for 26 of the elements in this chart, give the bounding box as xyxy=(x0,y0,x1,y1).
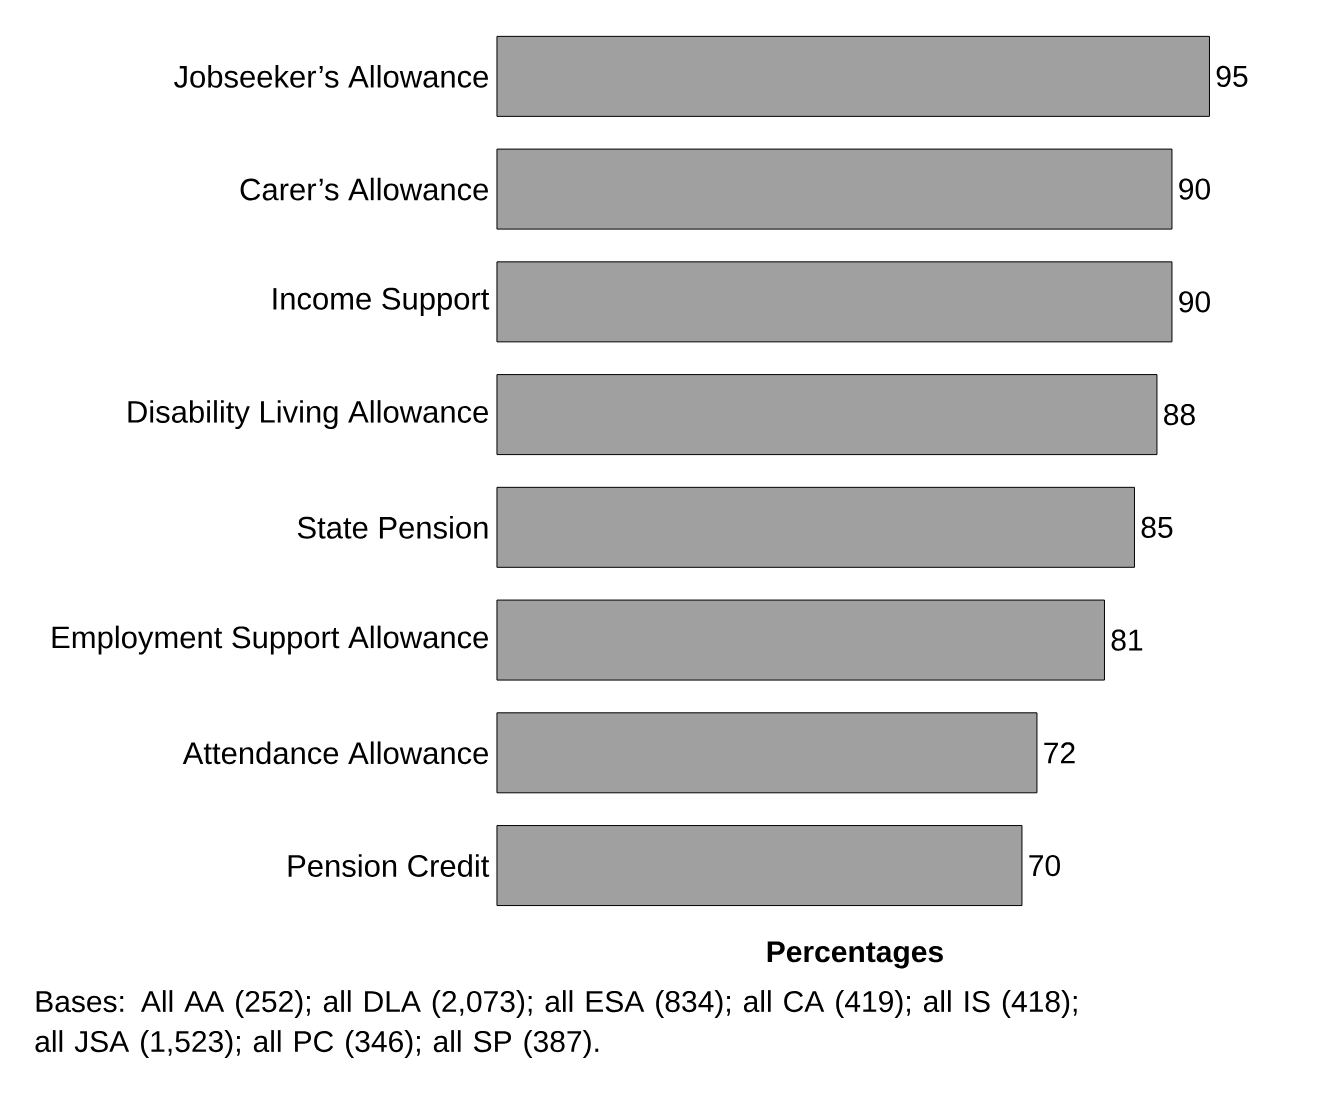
bar xyxy=(496,599,1105,681)
y-tick-label: Disability Living Allowance xyxy=(128,400,488,430)
bar xyxy=(496,374,1158,456)
bar xyxy=(496,825,1023,907)
y-tick-label: Attendance Allowance xyxy=(182,741,488,765)
data-label: 95 xyxy=(1216,65,1248,88)
x-axis-title: Percentages xyxy=(767,941,943,969)
data-label: 90 xyxy=(1179,291,1210,313)
y-tick-label: Income Support xyxy=(273,287,490,316)
text: Bases: All AA (252); all DLA (2,073); all ESA (834); all CA (419); all IS (418); all JSA (1,523); all PC (346); all SP (387). xyxy=(35,990,1077,1059)
y-tick-label: Carer’s Allowance xyxy=(240,177,488,201)
y-tick-label: Jobseeker’s Allowance xyxy=(174,65,488,88)
bar xyxy=(496,712,1038,794)
data-label: 85 xyxy=(1141,516,1173,538)
data-label: 72 xyxy=(1044,742,1075,764)
y-tick-label: Employment Support Allowance xyxy=(52,625,488,655)
y-tick-label: Pension Credit xyxy=(288,854,490,877)
data-label: 70 xyxy=(1029,854,1060,877)
bar xyxy=(496,261,1173,343)
data-label: 81 xyxy=(1111,629,1143,651)
data-label: 90 xyxy=(1179,178,1210,200)
bar xyxy=(496,148,1173,230)
bar xyxy=(496,35,1210,117)
y-tick-label: State Pension xyxy=(297,515,488,539)
bar xyxy=(496,486,1135,568)
data-label: 88 xyxy=(1164,404,1195,426)
